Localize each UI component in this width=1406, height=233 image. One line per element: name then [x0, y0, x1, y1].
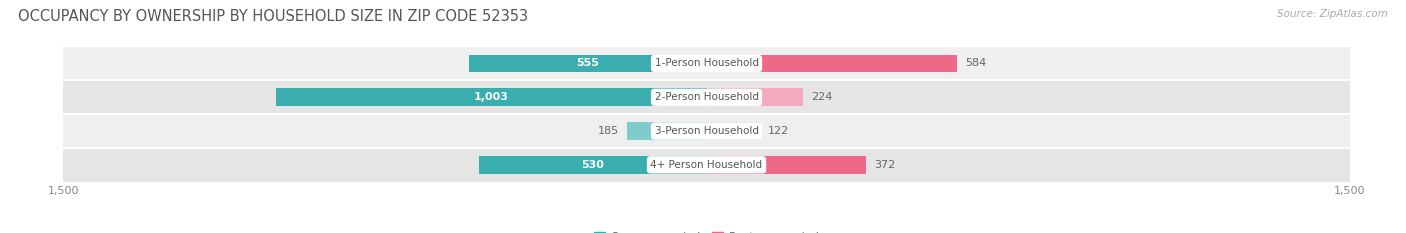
Bar — [63, 47, 1350, 80]
Text: 530: 530 — [582, 160, 605, 170]
Text: Source: ZipAtlas.com: Source: ZipAtlas.com — [1277, 9, 1388, 19]
Text: 1,003: 1,003 — [474, 92, 509, 102]
Text: 2-Person Household: 2-Person Household — [655, 92, 758, 102]
Bar — [468, 55, 707, 72]
Bar — [479, 156, 707, 174]
Text: OCCUPANCY BY OWNERSHIP BY HOUSEHOLD SIZE IN ZIP CODE 52353: OCCUPANCY BY OWNERSHIP BY HOUSEHOLD SIZE… — [18, 9, 529, 24]
Text: 584: 584 — [966, 58, 987, 69]
Bar — [63, 148, 1350, 182]
Bar — [707, 156, 866, 174]
Text: 372: 372 — [875, 160, 896, 170]
Text: 555: 555 — [576, 58, 599, 69]
Bar — [277, 89, 707, 106]
Bar — [707, 89, 803, 106]
Text: 122: 122 — [768, 126, 789, 136]
Bar — [707, 55, 957, 72]
Bar — [627, 122, 707, 140]
Text: 1-Person Household: 1-Person Household — [655, 58, 758, 69]
Text: 4+ Person Household: 4+ Person Household — [651, 160, 762, 170]
Bar — [707, 122, 759, 140]
Bar — [63, 114, 1350, 148]
Text: 3-Person Household: 3-Person Household — [655, 126, 758, 136]
Text: 185: 185 — [598, 126, 619, 136]
Text: 224: 224 — [811, 92, 832, 102]
Legend: Owner-occupied, Renter-occupied: Owner-occupied, Renter-occupied — [589, 227, 824, 233]
Bar — [63, 80, 1350, 114]
